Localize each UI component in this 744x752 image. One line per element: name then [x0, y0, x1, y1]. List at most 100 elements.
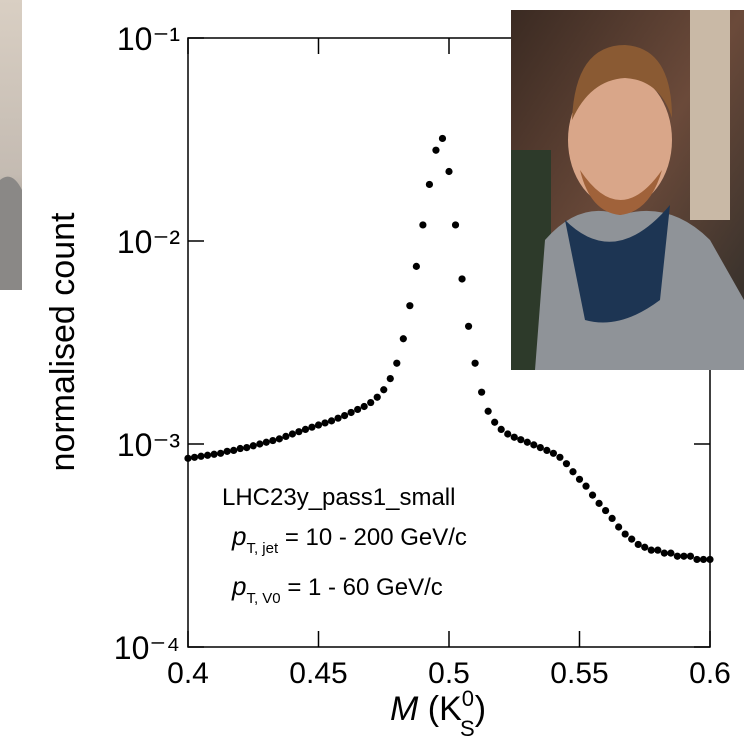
data-point	[484, 407, 492, 415]
data-point	[295, 428, 303, 436]
plot: 10⁻⁴ 10⁻³ 10⁻² 10⁻¹ 0.4 0.45 0.5 0.55 0.6 normali…	[44, 21, 731, 741]
data-point	[549, 449, 558, 457]
data-point	[686, 552, 695, 560]
data-point	[301, 425, 310, 434]
portrait-photo	[511, 10, 744, 370]
data-point	[256, 440, 264, 448]
data-point	[445, 167, 453, 176]
data-point	[504, 430, 512, 438]
data-point	[706, 555, 714, 564]
annotation-part: p	[231, 521, 246, 551]
data-point	[425, 180, 434, 189]
data-point	[602, 506, 610, 515]
x-tick-label: 0.45	[289, 657, 347, 690]
data-point	[230, 446, 238, 454]
data-point	[654, 546, 662, 554]
data-point	[491, 418, 499, 426]
data-point	[451, 221, 460, 229]
annotation: pT, V0 = 1 - 60 GeV/c	[231, 571, 443, 607]
data-point	[562, 460, 571, 468]
x-tick-label: 0.6	[689, 657, 731, 690]
data-point	[471, 359, 479, 367]
data-point	[308, 423, 316, 431]
data-point	[419, 221, 427, 229]
data-point	[615, 523, 623, 531]
y-tick-label: 10⁻³	[117, 427, 180, 463]
annotation: LHC23y_pass1_small	[222, 484, 455, 511]
x-axis-label: M (K0 S)	[390, 686, 486, 741]
data-point	[380, 386, 388, 394]
data-point	[288, 430, 296, 438]
data-point	[634, 540, 642, 549]
data-point	[282, 432, 290, 441]
y-axis-label: normalised count	[44, 212, 82, 471]
data-point	[217, 449, 225, 457]
data-point	[197, 452, 205, 460]
x-label-close: )	[475, 690, 486, 728]
annotation-part: = 1 - 60 GeV/c	[281, 574, 443, 601]
annotation-part: p	[231, 571, 246, 601]
data-point	[393, 359, 401, 367]
data-point	[569, 468, 577, 476]
data-point	[354, 405, 362, 414]
data-point	[367, 398, 375, 407]
data-point	[262, 438, 270, 446]
data-point	[575, 475, 584, 483]
x-tick-label: 0.4	[167, 657, 209, 690]
data-point	[210, 450, 218, 458]
data-point	[464, 322, 473, 330]
data-point	[432, 146, 440, 154]
data-point	[438, 134, 447, 143]
data-point	[236, 444, 244, 453]
data-point	[249, 442, 257, 450]
data-point	[386, 374, 394, 383]
data-point	[334, 414, 342, 422]
data-point	[530, 441, 538, 449]
data-point	[693, 555, 701, 564]
data-point	[478, 388, 486, 396]
data-point	[321, 419, 329, 427]
x-label-subscript: S	[460, 716, 475, 741]
data-point	[680, 552, 688, 560]
data-point	[347, 408, 355, 417]
data-point	[628, 535, 636, 543]
data-point	[243, 443, 251, 452]
y-tick-label: 10⁻⁴	[114, 630, 180, 666]
data-point	[373, 393, 381, 401]
data-point	[556, 453, 564, 461]
data-point	[673, 552, 681, 560]
x-tick-label: 0.5	[428, 657, 470, 690]
data-point	[412, 262, 420, 270]
data-point	[327, 417, 336, 425]
data-point	[190, 453, 199, 461]
data-point	[314, 421, 323, 429]
data-point	[699, 555, 708, 564]
data-point	[641, 543, 649, 551]
data-point	[543, 446, 551, 454]
y-tick-label: 10⁻¹	[117, 21, 180, 57]
annotation-part: LHC23y_pass1_small	[222, 484, 455, 511]
data-point	[523, 438, 531, 446]
left-photo	[0, 0, 22, 290]
x-label-superscript: 0	[462, 686, 474, 711]
y-tick-label: 10⁻²	[117, 224, 180, 260]
data-point	[608, 514, 616, 523]
x-label-symbol: M	[390, 690, 419, 728]
annotation-part: T, V0	[246, 590, 280, 607]
x-tick-label: 0.55	[550, 657, 608, 690]
data-point	[621, 530, 629, 538]
data-point	[595, 499, 603, 507]
annotation-part: = 10 - 200 GeV/c	[278, 524, 467, 551]
data-point	[517, 436, 525, 444]
data-point	[588, 491, 597, 499]
data-point	[275, 435, 283, 443]
data-point	[667, 549, 675, 557]
data-point	[510, 433, 518, 441]
data-point	[341, 412, 349, 420]
data-point	[497, 425, 505, 434]
x-label-particle: (K	[418, 690, 462, 728]
data-point	[399, 335, 407, 343]
data-point	[269, 436, 277, 445]
annotation-part: T, jet	[246, 540, 279, 557]
